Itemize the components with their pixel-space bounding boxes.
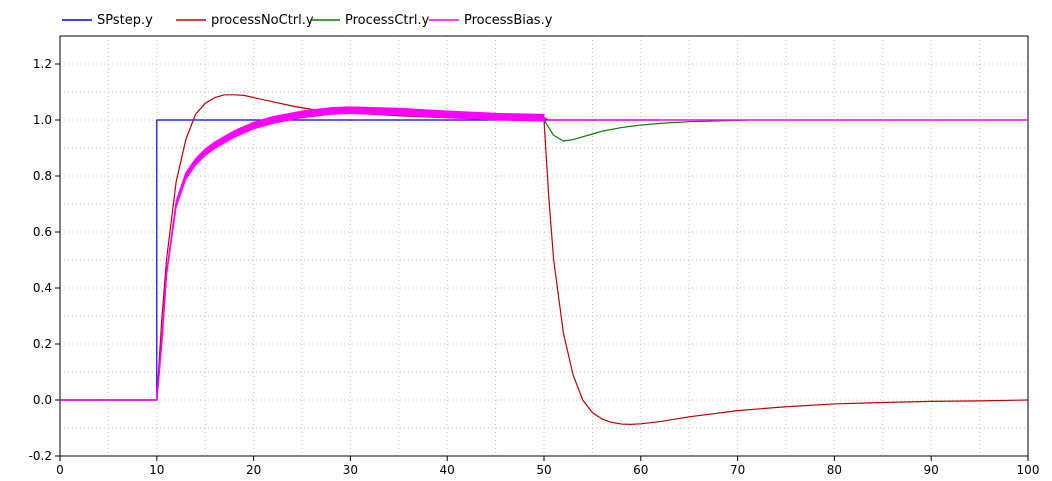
y-axis-ticks: -0.2 0.0 0.2 0.4 0.6 0.8 1.0 1.2 <box>29 57 60 463</box>
series-line-processctrl-y <box>543 119 748 142</box>
x-tick-label: 70 <box>730 463 745 477</box>
y-tick-label: 0.6 <box>33 225 52 239</box>
x-tick-label: 100 <box>1017 463 1040 477</box>
x-tick-label: 20 <box>246 463 261 477</box>
y-tick-label: 0.8 <box>33 169 52 183</box>
legend-label: ProcessBias.y <box>464 13 553 28</box>
x-tick-label: 0 <box>56 463 64 477</box>
x-tick-label: 60 <box>633 463 648 477</box>
x-tick-label: 50 <box>536 463 551 477</box>
y-tick-label: 0.0 <box>33 393 52 407</box>
x-tick-label: 10 <box>149 463 164 477</box>
x-axis-ticks: 0 10 20 30 40 50 60 70 80 90 100 <box>56 456 1039 477</box>
x-tick-label: 40 <box>440 463 455 477</box>
y-tick-label: 0.2 <box>33 337 52 351</box>
legend: SPstep.y processNoCtrl.y ProcessCtrl.y Proc… <box>62 13 553 28</box>
y-tick-label: 0.4 <box>33 281 52 295</box>
legend-label: SPstep.y <box>97 13 153 28</box>
x-tick-label: 80 <box>827 463 842 477</box>
y-tick-label: 1.0 <box>33 113 52 127</box>
series-band-processbias <box>161 106 545 346</box>
legend-label: ProcessCtrl.y <box>345 13 430 28</box>
series-group <box>60 94 1029 425</box>
y-tick-label: 1.2 <box>33 57 52 71</box>
x-tick-label: 90 <box>924 463 939 477</box>
grid <box>60 35 1028 457</box>
x-tick-label: 30 <box>343 463 358 477</box>
y-tick-label: -0.2 <box>29 449 52 463</box>
legend-label: processNoCtrl.y <box>211 13 314 28</box>
